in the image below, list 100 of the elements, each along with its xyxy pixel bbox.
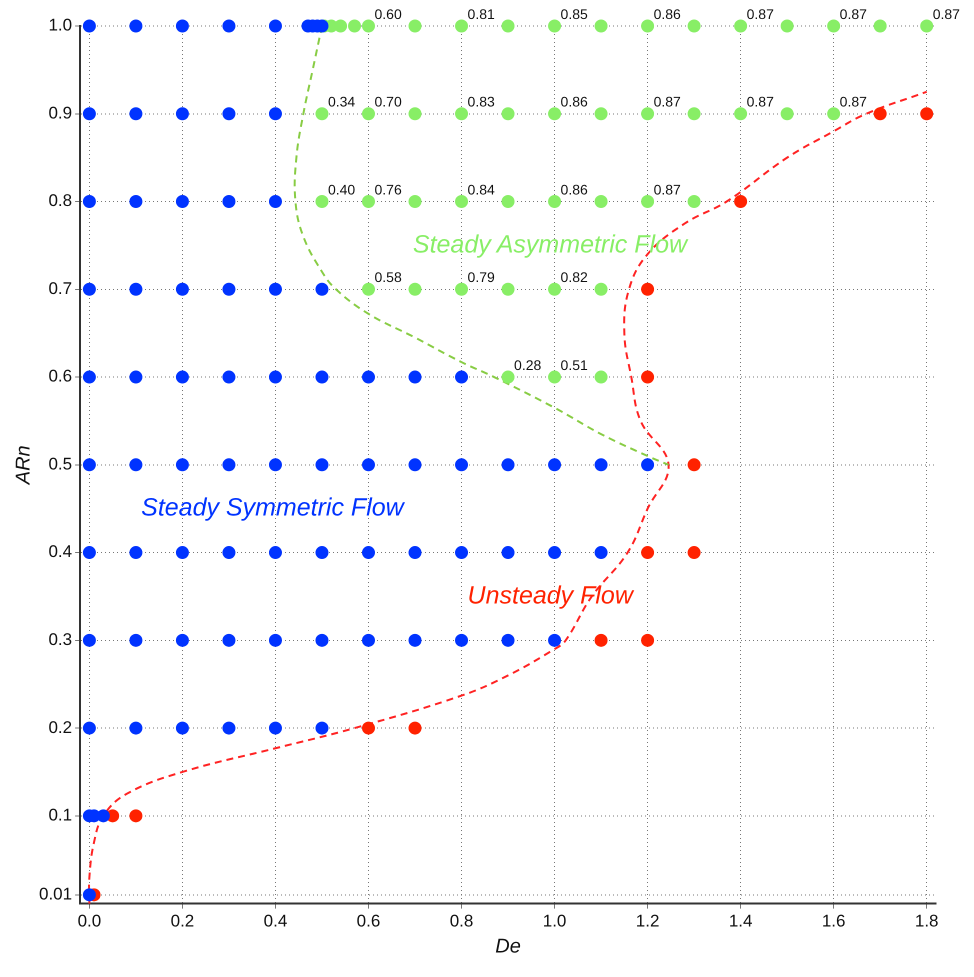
point (408, 282, 422, 296)
point (502, 20, 515, 32)
annotation: 0.58 (374, 269, 402, 286)
annotation: 0.84 (468, 181, 495, 198)
annotation: 0.51 (560, 356, 588, 373)
annotation: 0.86 (654, 6, 682, 22)
x-tick-label: 1.0 (542, 911, 566, 930)
point (780, 107, 794, 120)
annotation: 0.87 (654, 181, 682, 198)
point (129, 809, 142, 822)
point (362, 107, 375, 120)
point (641, 634, 654, 647)
point (548, 20, 562, 32)
point (641, 370, 654, 384)
y-tick-label: 0.6 (48, 366, 72, 386)
point (548, 282, 562, 296)
annotation: 0.79 (468, 269, 495, 286)
y-axis-title: ARn (12, 445, 35, 486)
annotation: 0.87 (654, 94, 682, 110)
y-tick-label: 0.3 (48, 630, 72, 650)
point (455, 195, 468, 208)
y-tick-label: 0.2 (48, 718, 72, 737)
point (594, 107, 608, 120)
point (548, 370, 562, 384)
point (408, 20, 422, 32)
y-tick-label: 0.1 (48, 806, 72, 825)
x-tick-label: 1.4 (728, 911, 752, 930)
x-tick-label: 1.2 (636, 911, 660, 930)
point (502, 195, 515, 208)
x-tick-label: 0.2 (170, 911, 194, 930)
point (408, 722, 422, 735)
point (502, 107, 515, 120)
point (920, 107, 934, 120)
point (827, 107, 840, 120)
point (594, 370, 608, 384)
point (641, 546, 654, 560)
point (455, 20, 468, 32)
x-axis-title: De (495, 936, 521, 958)
annotation: 0.87 (746, 94, 774, 110)
annotation: 0.40 (328, 181, 356, 198)
annotation: 0.82 (560, 269, 588, 286)
annotation: 0.85 (560, 6, 588, 22)
point (362, 722, 375, 735)
point (362, 195, 375, 208)
annotation: 0.81 (468, 6, 495, 22)
point (688, 546, 701, 560)
point (641, 195, 654, 208)
y-tick-label: 0.7 (48, 278, 72, 298)
point (594, 634, 608, 647)
annotation: 0.60 (374, 6, 402, 22)
annotation: 0.76 (374, 181, 402, 198)
point (920, 20, 934, 32)
annotation: 0.34 (328, 94, 356, 110)
x-tick-label: 1.8 (914, 911, 939, 930)
point (734, 107, 748, 120)
series-label: Steady Asymmetric Flow (412, 230, 689, 258)
annotation: 0.87 (840, 6, 868, 22)
point (502, 370, 515, 384)
x-tick-label: 0.0 (78, 911, 102, 930)
annotation: 0.70 (374, 94, 402, 110)
y-tick-label: 0.4 (48, 542, 72, 562)
y-tick-label: 0.01 (38, 884, 72, 904)
point (688, 20, 701, 32)
point (734, 195, 748, 208)
point (641, 282, 654, 296)
x-tick-label: 0.8 (450, 911, 474, 930)
y-tick-label: 0.8 (48, 191, 72, 210)
annotation: 0.28 (514, 356, 542, 373)
x-tick-label: 0.6 (356, 911, 380, 930)
point (594, 20, 608, 32)
point (641, 20, 654, 32)
x-tick-label: 1.6 (822, 911, 846, 930)
point (362, 282, 375, 296)
point (734, 20, 748, 32)
point (362, 20, 375, 32)
x-tick-label: 0.4 (264, 911, 288, 930)
point (502, 282, 515, 296)
point (827, 20, 840, 32)
point (641, 107, 654, 120)
point (688, 458, 701, 472)
point (688, 195, 701, 208)
series-label: Steady Symmetric Flow (141, 494, 406, 522)
annotation: 0.83 (468, 94, 495, 110)
y-tick-label: 1.0 (48, 16, 72, 35)
point (548, 195, 562, 208)
annotation: 0.86 (560, 94, 588, 110)
line-series (88, 90, 928, 905)
annotation: 0.86 (560, 181, 588, 198)
point (408, 195, 422, 208)
point (780, 20, 794, 32)
annotation: 0.87 (840, 94, 868, 110)
point (348, 20, 362, 32)
point (688, 107, 701, 120)
point (594, 282, 608, 296)
point (455, 107, 468, 120)
series-label: Unsteady Flow (468, 581, 635, 610)
point (874, 20, 887, 32)
point (874, 107, 887, 120)
annotation: 0.87 (746, 6, 774, 22)
point (594, 195, 608, 208)
